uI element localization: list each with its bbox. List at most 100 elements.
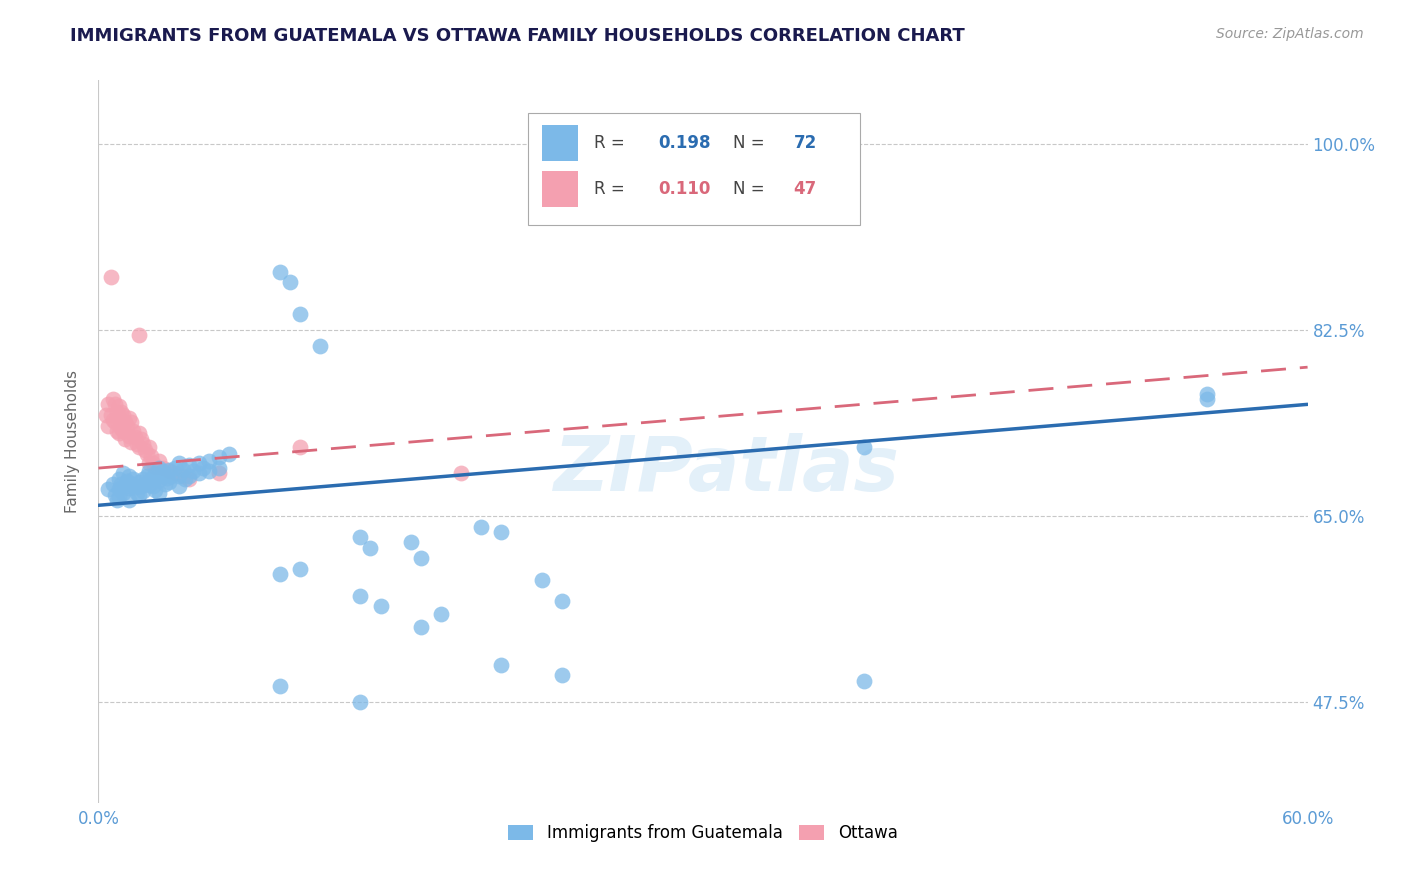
Point <box>491 524 513 539</box>
Point <box>124 430 146 444</box>
Point <box>172 468 194 483</box>
Point <box>128 488 150 502</box>
Text: ZIPatlas: ZIPatlas <box>554 434 900 508</box>
Text: N =: N = <box>734 179 770 198</box>
Point <box>101 413 124 427</box>
Point <box>430 607 453 621</box>
Point <box>491 657 513 672</box>
Point <box>179 458 201 472</box>
Point <box>100 408 122 422</box>
Point <box>132 484 155 499</box>
Point <box>193 461 215 475</box>
Point <box>288 562 311 576</box>
Point <box>157 464 180 478</box>
Text: 0.110: 0.110 <box>658 179 710 198</box>
Point <box>138 440 160 454</box>
Point <box>530 573 553 587</box>
Point <box>198 453 221 467</box>
Point <box>188 456 211 470</box>
Point <box>128 475 150 489</box>
Point <box>450 467 472 481</box>
Point <box>198 464 221 478</box>
Text: 47: 47 <box>793 179 817 198</box>
Point <box>110 477 132 491</box>
Point <box>288 307 311 321</box>
Point <box>115 474 138 488</box>
Point <box>1195 392 1218 406</box>
Point <box>103 488 125 502</box>
Point <box>309 339 332 353</box>
Point <box>551 594 574 608</box>
Point <box>129 433 152 447</box>
Point <box>349 695 371 709</box>
Point <box>138 478 160 492</box>
Point <box>125 485 148 500</box>
Point <box>128 440 150 454</box>
Point <box>132 472 155 486</box>
Point <box>118 493 141 508</box>
Point <box>399 535 422 549</box>
Point <box>118 481 141 495</box>
Point <box>107 425 129 440</box>
Point <box>103 397 125 411</box>
Point <box>143 483 166 498</box>
Point <box>121 472 143 486</box>
Point <box>551 668 574 682</box>
Point <box>269 679 291 693</box>
Point <box>179 472 201 486</box>
Point <box>208 461 231 475</box>
Point <box>148 461 170 475</box>
Point <box>114 479 136 493</box>
Point <box>167 468 190 483</box>
Point <box>128 425 150 440</box>
Point <box>143 460 166 475</box>
Point <box>138 456 160 470</box>
Point <box>174 472 197 486</box>
Point <box>135 447 157 461</box>
Point <box>120 416 142 430</box>
Point <box>110 405 132 419</box>
Point <box>100 269 122 284</box>
Point <box>97 397 120 411</box>
Point <box>188 467 211 481</box>
Point <box>1195 386 1218 401</box>
Point <box>853 673 876 688</box>
Point <box>160 468 183 483</box>
Point <box>349 589 371 603</box>
Point <box>152 464 174 478</box>
Point <box>105 424 128 438</box>
Point <box>111 424 134 438</box>
Point <box>134 477 156 491</box>
Point <box>163 461 186 475</box>
Text: R =: R = <box>595 179 630 198</box>
Point <box>97 418 120 433</box>
Point <box>370 599 392 614</box>
Point <box>111 467 134 481</box>
Point <box>97 483 120 497</box>
Y-axis label: Family Households: Family Households <box>65 370 80 513</box>
Bar <box>543 125 578 161</box>
Point <box>103 416 125 430</box>
Point <box>125 436 148 450</box>
Point <box>118 411 141 425</box>
Point <box>107 411 129 425</box>
Point <box>105 405 128 419</box>
Point <box>128 328 150 343</box>
Point <box>360 541 382 555</box>
Point <box>107 400 129 414</box>
Point <box>114 416 136 430</box>
Point <box>101 392 124 406</box>
Point <box>101 477 124 491</box>
Point <box>120 434 142 449</box>
Point <box>107 472 129 486</box>
Point <box>278 275 301 289</box>
Point <box>163 467 186 481</box>
Point <box>132 436 155 450</box>
Point <box>153 477 176 491</box>
Point <box>288 440 311 454</box>
Point <box>138 464 160 478</box>
Point <box>118 468 141 483</box>
Point <box>139 450 162 464</box>
Point <box>148 473 170 487</box>
Point <box>167 479 190 493</box>
